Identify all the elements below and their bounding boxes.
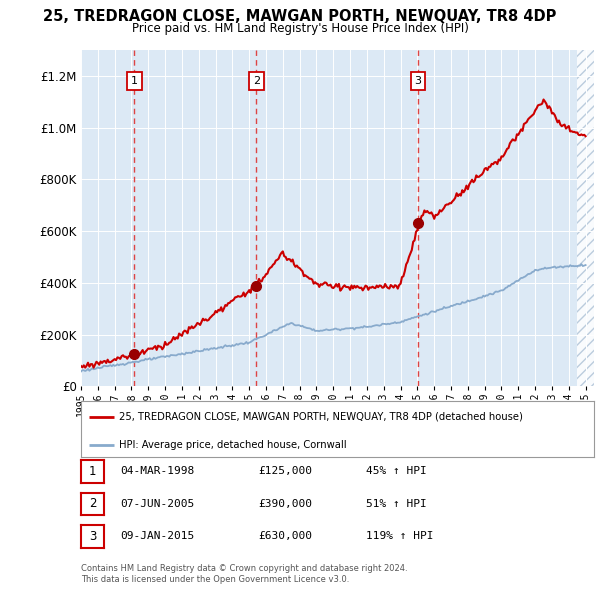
Text: 09-JAN-2015: 09-JAN-2015 (120, 532, 194, 541)
Text: 25, TREDRAGON CLOSE, MAWGAN PORTH, NEWQUAY, TR8 4DP (detached house): 25, TREDRAGON CLOSE, MAWGAN PORTH, NEWQU… (119, 412, 523, 422)
Bar (577, 50, 594, 386)
Text: 07-JUN-2005: 07-JUN-2005 (120, 499, 194, 509)
Text: 04-MAR-1998: 04-MAR-1998 (120, 467, 194, 476)
Text: 1: 1 (131, 76, 138, 86)
Text: 119% ↑ HPI: 119% ↑ HPI (366, 532, 433, 541)
Text: £125,000: £125,000 (258, 467, 312, 476)
Text: 2: 2 (253, 76, 260, 86)
Text: 51% ↑ HPI: 51% ↑ HPI (366, 499, 427, 509)
Text: 3: 3 (89, 530, 96, 543)
Text: £630,000: £630,000 (258, 532, 312, 541)
Text: 3: 3 (415, 76, 421, 86)
Text: £390,000: £390,000 (258, 499, 312, 509)
Text: Contains HM Land Registry data © Crown copyright and database right 2024.: Contains HM Land Registry data © Crown c… (81, 565, 407, 573)
Text: HPI: Average price, detached house, Cornwall: HPI: Average price, detached house, Corn… (119, 440, 347, 450)
Text: This data is licensed under the Open Government Licence v3.0.: This data is licensed under the Open Gov… (81, 575, 349, 584)
Text: Price paid vs. HM Land Registry's House Price Index (HPI): Price paid vs. HM Land Registry's House … (131, 22, 469, 35)
Text: 25, TREDRAGON CLOSE, MAWGAN PORTH, NEWQUAY, TR8 4DP: 25, TREDRAGON CLOSE, MAWGAN PORTH, NEWQU… (43, 9, 557, 24)
Text: 2: 2 (89, 497, 96, 510)
Text: 1: 1 (89, 465, 96, 478)
Text: 45% ↑ HPI: 45% ↑ HPI (366, 467, 427, 476)
